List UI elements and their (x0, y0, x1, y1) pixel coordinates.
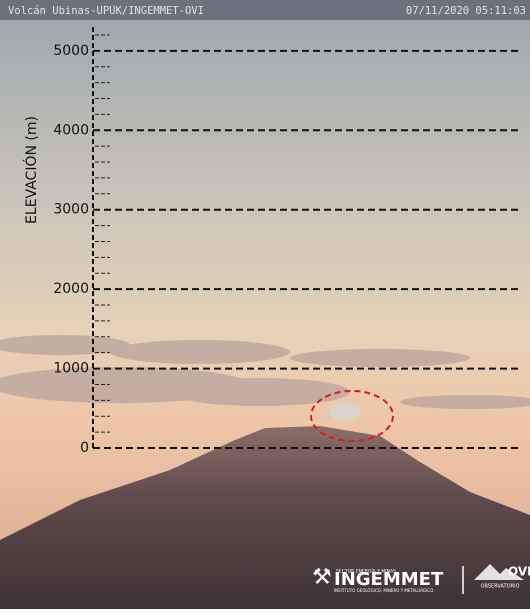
elevation-scale: 0 1000 2000 3000 4000 5000 (53, 27, 520, 456)
elevation-label: 2000 (53, 281, 89, 297)
logos: ⚒ SECTOR ENERGÍA Y MINAS INGEMMET INSTIT… (312, 564, 530, 594)
timestamp: 07/11/2020 05:11:03 (406, 5, 526, 17)
ministry-text: SECTOR ENERGÍA Y MINAS (336, 568, 396, 575)
plume-highlight (310, 390, 394, 442)
elevation-label: 3000 (53, 202, 89, 218)
ovi-icon (474, 564, 524, 580)
header-bar (0, 0, 530, 20)
elevation-label: 4000 (53, 122, 89, 138)
logo-icon: ⚒ (312, 565, 332, 590)
observatory-text: OBSERVATORIO (481, 584, 520, 590)
elevation-label: 5000 (53, 43, 89, 59)
elevation-label: 1000 (53, 361, 89, 377)
ingemmet-logo: INGEMMET (334, 569, 444, 590)
scale-label: ELEVACIÓN (m) (22, 116, 40, 224)
elevation-label: 0 (80, 440, 89, 456)
volcano (0, 426, 530, 609)
camera-name: Volcán Ubinas-UPUK/INGEMMET-OVI (8, 5, 204, 17)
institute-text: INSTITUTO GEOLÓGICO, MINERO Y METALÚRGIC… (334, 588, 433, 593)
plume (329, 403, 361, 421)
ovi-logo: OVI (508, 565, 530, 579)
clouds (0, 335, 530, 409)
